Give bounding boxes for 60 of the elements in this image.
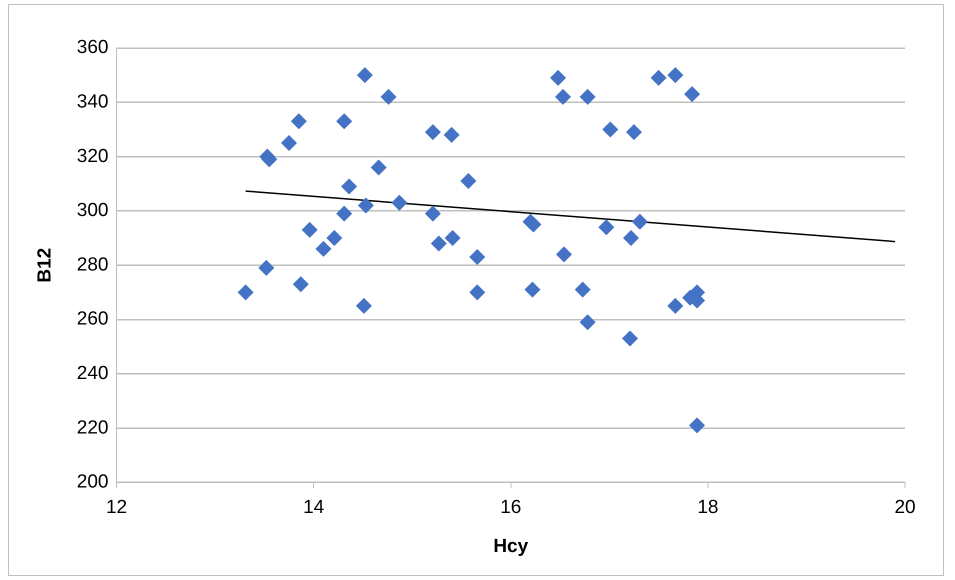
y-tick-label: 300 (76, 200, 108, 222)
point (574, 282, 591, 298)
point (554, 88, 571, 105)
point (469, 284, 486, 300)
y-axis-title: B12 (34, 248, 56, 283)
point (525, 216, 542, 232)
point (326, 230, 342, 246)
x-axis-title: Hcy (493, 536, 529, 557)
point (550, 70, 566, 86)
point (290, 113, 307, 130)
y-tick-label: 340 (76, 92, 108, 113)
point (391, 194, 408, 211)
point (444, 126, 460, 143)
point (667, 67, 684, 84)
point (556, 246, 572, 262)
x-tick-label: 18 (697, 497, 718, 518)
point (341, 178, 358, 194)
point (370, 159, 387, 176)
y-tick-label: 200 (76, 472, 108, 493)
point (356, 67, 373, 84)
point (580, 88, 596, 105)
point (524, 282, 540, 298)
point (684, 86, 700, 102)
y-tick-label: 320 (76, 146, 108, 167)
point (444, 230, 461, 246)
point (356, 298, 372, 314)
x-tick-label: 14 (303, 497, 325, 518)
point (302, 222, 318, 238)
point (424, 206, 441, 222)
x-tick-label: 16 (500, 497, 522, 518)
point (258, 260, 274, 276)
point (598, 219, 614, 236)
point (632, 214, 648, 230)
point (424, 124, 441, 140)
point (667, 298, 684, 314)
point (626, 124, 642, 140)
y-tick-label: 260 (76, 308, 108, 330)
point (580, 314, 596, 330)
point (238, 284, 254, 300)
y-tick-label: 240 (76, 363, 108, 384)
y-tick-label: 360 (76, 37, 108, 58)
y-tick-label: 280 (76, 254, 108, 276)
point (602, 121, 618, 138)
point (358, 197, 374, 214)
point (280, 135, 297, 152)
point (380, 88, 397, 105)
point (650, 70, 667, 86)
x-tick-label: 20 (894, 497, 916, 518)
point (336, 113, 352, 130)
point (315, 240, 332, 257)
x-tick-label: 12 (106, 497, 128, 518)
point (622, 330, 638, 347)
y-tick-label: 220 (76, 417, 108, 438)
point (689, 417, 706, 434)
point (430, 235, 447, 252)
point (292, 276, 309, 292)
point (469, 249, 486, 266)
point (622, 230, 639, 246)
point (336, 206, 352, 222)
point (460, 173, 476, 190)
